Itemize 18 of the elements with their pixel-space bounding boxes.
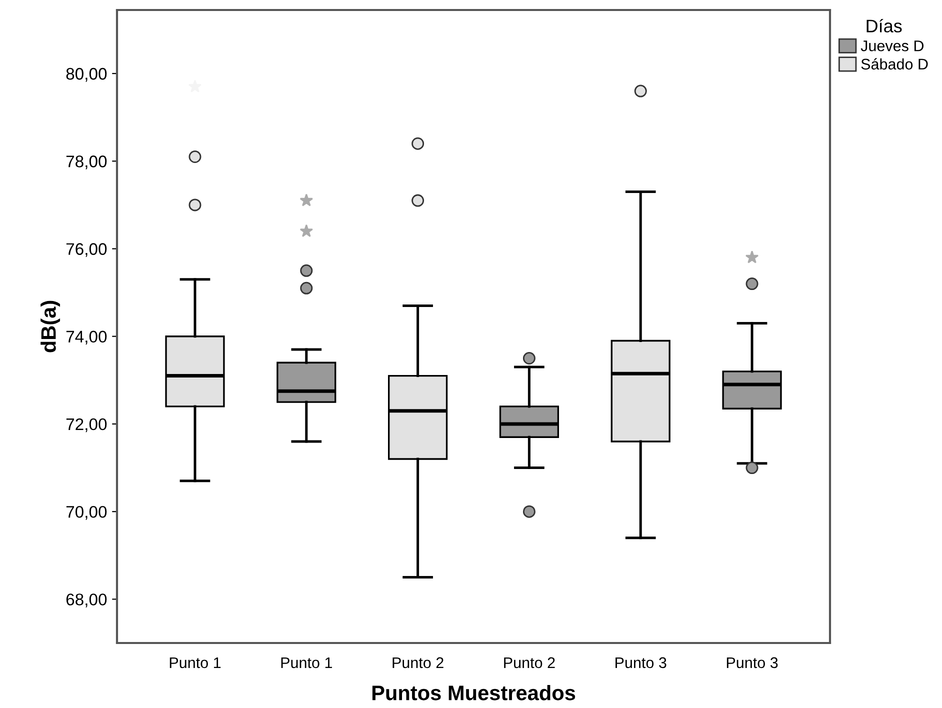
- x-axis-title: Puntos Muestreados: [372, 685, 576, 700]
- legend-label: Jueves D: [860, 40, 924, 52]
- x-tick-label: Punto 2: [504, 657, 555, 668]
- y-tick-label: 80,00: [66, 68, 107, 82]
- x-tick-label: Punto 2: [392, 657, 444, 668]
- x-tick-label: Punto 1: [281, 657, 332, 668]
- legend-label: Sábado D: [861, 58, 928, 70]
- y-tick-label: 78,00: [66, 156, 107, 170]
- y-tick-label: 74,00: [66, 330, 107, 345]
- y-tick-label: 76,00: [66, 243, 107, 257]
- x-tick-label: Punto 3: [726, 657, 778, 668]
- y-tick-label: 70,00: [66, 506, 107, 520]
- legend-title: Días: [866, 18, 902, 32]
- x-tick-label: Punto 1: [170, 657, 221, 668]
- y-axis-title: dB(a): [40, 300, 60, 352]
- y-tick-label: 72,00: [66, 418, 107, 432]
- x-tick-label: Punto 3: [616, 657, 666, 668]
- y-tick-label: 68,00: [66, 594, 107, 608]
